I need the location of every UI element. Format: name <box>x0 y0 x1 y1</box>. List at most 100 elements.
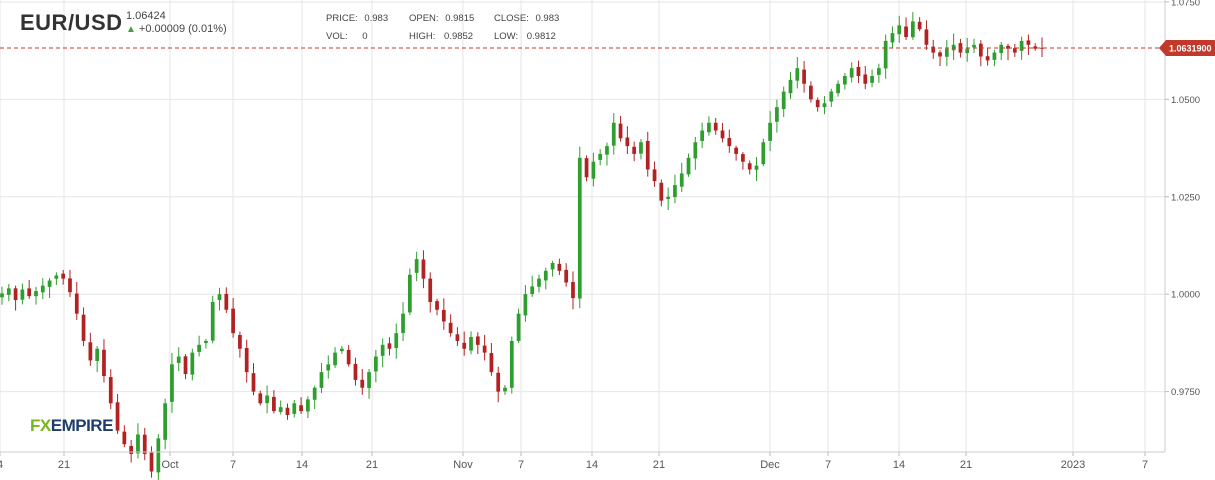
candle-body <box>781 91 786 110</box>
ohlc-vol: VOL: 0 <box>326 31 368 42</box>
candle-body <box>455 334 460 341</box>
x-tick-label: Dec <box>760 459 780 471</box>
candle-body <box>713 122 718 131</box>
candle-body <box>659 182 664 201</box>
candle-body <box>720 130 725 139</box>
candle-body <box>754 165 759 170</box>
candle-body <box>367 372 371 389</box>
candle-body <box>1019 40 1024 51</box>
candle-body <box>795 68 800 81</box>
close-value: 0.983 <box>535 13 560 24</box>
candle-body <box>204 340 208 344</box>
candle-body <box>462 342 467 349</box>
candle-body <box>1033 46 1038 49</box>
candles-layer <box>0 12 1044 480</box>
y-tick-label: 0.9750 <box>1171 387 1200 398</box>
candle-body <box>54 275 59 279</box>
candle-body <box>421 259 426 279</box>
candle-body <box>122 431 127 445</box>
candle-body <box>747 163 752 170</box>
candle-body <box>224 293 229 310</box>
x-tick-label: Nov <box>453 459 473 471</box>
ohlc-close: CLOSE: 0.983 <box>494 13 559 24</box>
axis-layer: 0.9750 1.0000 1.0250 1.0500 1.0750 4 21 Oct 7 14 2… <box>0 0 1200 471</box>
candle-body <box>605 146 609 155</box>
candle-body <box>0 293 4 298</box>
candle-body <box>890 33 895 43</box>
candle-body <box>904 26 908 38</box>
candle-body <box>972 44 976 48</box>
candle-body <box>74 293 79 314</box>
candle-body <box>550 263 555 270</box>
candle-body <box>509 340 514 388</box>
ohlc-price: PRICE: 0.983 <box>326 13 388 24</box>
candle-body <box>992 52 997 60</box>
candle-body <box>340 348 344 352</box>
candle-body <box>170 364 174 402</box>
candle-body <box>27 288 32 297</box>
candle-body <box>734 147 738 154</box>
candle-body <box>136 434 140 454</box>
candle-body <box>870 75 874 83</box>
candle-body <box>176 356 181 363</box>
candle-body <box>95 348 100 362</box>
candle-body <box>20 289 25 300</box>
candle-body <box>346 349 351 365</box>
candle-body <box>251 373 256 392</box>
x-tick-label: 21 <box>960 459 972 471</box>
ohlc-high: HIGH: 0.9852 <box>409 31 473 42</box>
candle-body <box>557 263 562 271</box>
candle-body <box>632 146 637 154</box>
candle-body <box>645 140 650 170</box>
candle-body <box>40 285 45 293</box>
candle-body <box>652 169 657 182</box>
price-label: PRICE: <box>326 13 358 24</box>
candle-body <box>258 393 263 404</box>
candle-body <box>13 288 18 301</box>
candle-body <box>326 364 331 371</box>
candle-body <box>414 259 419 273</box>
x-tick-label: 4 <box>0 459 3 471</box>
candle-body <box>836 83 840 94</box>
price-change-value: +0.00009 (0.01%) <box>138 23 227 35</box>
candle-body <box>108 377 113 404</box>
candle-body <box>373 356 378 372</box>
candle-body <box>68 278 72 293</box>
candle-body <box>788 79 793 94</box>
candle-body <box>679 173 684 187</box>
open-label: OPEN: <box>409 13 439 24</box>
low-value: 0.9812 <box>526 31 556 42</box>
open-value: 0.9815 <box>445 13 475 24</box>
candle-body <box>775 107 779 122</box>
candle-body <box>475 336 480 345</box>
grid-layer <box>0 0 1165 452</box>
vol-value: 0 <box>362 31 368 42</box>
candle-body <box>61 273 66 279</box>
candle-body <box>156 438 161 473</box>
y-tick-label: 1.0000 <box>1171 290 1200 301</box>
candle-body <box>197 344 201 352</box>
candle-body <box>285 407 290 415</box>
candle-body <box>611 122 616 146</box>
candle-body <box>312 387 317 400</box>
fxempire-logo: FXEMPIRE <box>30 416 113 436</box>
y-tick-label: 1.0500 <box>1171 95 1200 106</box>
candle-body <box>149 452 154 472</box>
candle-body <box>190 352 195 375</box>
candle-body <box>163 403 168 440</box>
candle-body <box>523 294 528 316</box>
x-tick-label: 14 <box>296 459 308 471</box>
candle-body <box>564 269 569 283</box>
high-label: HIGH: <box>409 31 436 42</box>
candle-body <box>938 52 942 57</box>
candle-body <box>102 349 106 377</box>
candle-body <box>876 68 881 75</box>
candle-body <box>625 137 630 147</box>
candle-body <box>231 308 235 334</box>
candle-body <box>809 85 813 100</box>
ohlc-low: LOW: 0.9812 <box>494 31 556 42</box>
x-tick-label: 2023 <box>1061 459 1085 471</box>
candle-body <box>407 274 412 313</box>
close-label: CLOSE: <box>494 13 529 24</box>
